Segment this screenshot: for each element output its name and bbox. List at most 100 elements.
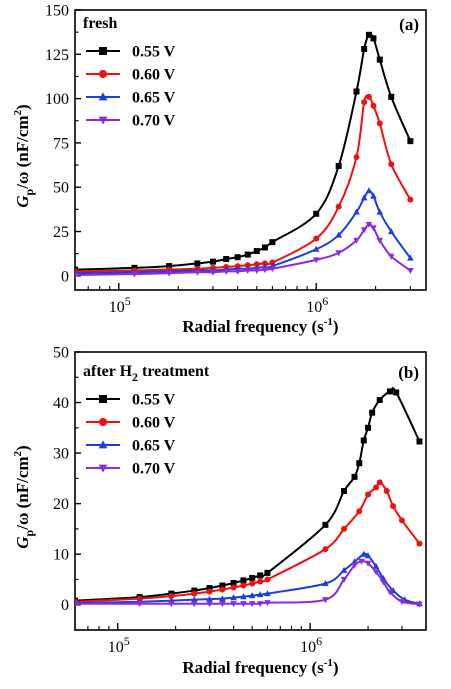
data-point [219, 595, 226, 602]
data-point [361, 45, 368, 52]
y-axis-title-symbol: G [13, 536, 32, 549]
legend: 0.55 V 0.60 V 0.65 V 0.70 V [86, 44, 176, 130]
data-point [209, 269, 217, 276]
data-point [257, 572, 264, 579]
series-line [75, 481, 421, 603]
y-tick-label: 125 [45, 47, 69, 64]
data-point [261, 260, 268, 267]
y-tick-label: 25 [53, 224, 69, 241]
data-point [365, 491, 372, 498]
data-point [370, 225, 377, 232]
data-point [353, 88, 360, 95]
data-point [166, 263, 173, 270]
data-point [248, 601, 256, 608]
plot-frame [74, 9, 427, 291]
data-point [335, 250, 342, 257]
data-point [168, 593, 175, 600]
data-point [190, 596, 198, 603]
data-point [256, 591, 264, 598]
y-axis-title: Gp/ω (nF/cm2) [12, 104, 36, 207]
data-point [398, 517, 405, 524]
data-point [234, 254, 241, 261]
series-group [75, 387, 423, 608]
data-point [240, 601, 247, 608]
data-point [313, 210, 320, 217]
panel-label: (a) [399, 15, 419, 34]
data-point [388, 93, 395, 100]
data-point [335, 231, 342, 238]
data-point [340, 566, 348, 573]
x-tick-base: 10 [108, 639, 124, 656]
data-point [240, 577, 247, 584]
legend-marker [98, 440, 108, 449]
data-point [322, 546, 329, 553]
data-point [335, 162, 342, 169]
data-point [165, 270, 173, 277]
data-point [191, 590, 198, 597]
data-point [386, 388, 393, 395]
data-point [360, 437, 367, 444]
data-point [369, 409, 376, 416]
series-line [75, 189, 412, 275]
y-axis-title-text: /ω (nF/cm [13, 115, 32, 189]
data-point [240, 593, 247, 600]
x-axis-title-text: Radial frequency (s [182, 658, 324, 677]
x-tick-label: 105 [108, 634, 130, 656]
data-point [358, 558, 365, 565]
data-point [353, 208, 360, 215]
data-point [361, 99, 368, 106]
data-point [257, 578, 264, 585]
y-axis-title-sup: 2 [12, 450, 24, 456]
legend-marker [99, 395, 107, 403]
data-point [230, 601, 237, 608]
y-axis-title: Gp/ω (nF/cm2) [12, 445, 36, 548]
legend: 0.55 V 0.60 V 0.65 V 0.70 V [86, 392, 176, 478]
data-point [168, 601, 175, 608]
data-point [376, 479, 383, 486]
chart-title-text: fresh [83, 15, 117, 32]
data-point [131, 271, 138, 278]
data-point [364, 552, 372, 559]
plot-frame [74, 351, 427, 631]
data-point [222, 268, 230, 275]
data-point [322, 580, 329, 587]
legend-label: 0.65 V [132, 90, 176, 107]
data-point [407, 138, 414, 145]
chart-title-rest: treatment [138, 363, 210, 380]
y-tick-label: 50 [53, 345, 69, 362]
data-point [353, 154, 360, 161]
legend-marker [99, 70, 107, 78]
data-point [206, 585, 213, 592]
y-axis-title-sup: 2 [12, 109, 24, 115]
data-point [230, 584, 237, 591]
data-point [341, 525, 348, 532]
x-tick-base: 10 [300, 639, 316, 656]
data-point [240, 582, 247, 589]
data-point [376, 120, 383, 127]
data-point [386, 589, 394, 596]
legend-marker [98, 116, 108, 125]
data-point [219, 586, 226, 593]
data-point [248, 592, 256, 599]
data-point [264, 600, 271, 607]
legend-label: 0.70 V [132, 113, 176, 130]
data-point [388, 161, 395, 168]
data-point [407, 254, 414, 261]
data-point [360, 550, 368, 557]
chart-title: fresh [83, 15, 117, 32]
chart-title-sub: 2 [132, 370, 138, 384]
data-point [264, 569, 271, 576]
data-point [209, 258, 216, 265]
data-point [206, 601, 213, 608]
legend-marker [98, 464, 108, 473]
y-tick-label: 40 [53, 395, 69, 412]
legend-label: 0.60 V [132, 415, 176, 432]
data-point [244, 251, 251, 258]
data-point [407, 267, 414, 274]
data-point [322, 597, 329, 604]
y-tick-label: 75 [53, 135, 69, 152]
panel-label: (b) [398, 363, 419, 382]
